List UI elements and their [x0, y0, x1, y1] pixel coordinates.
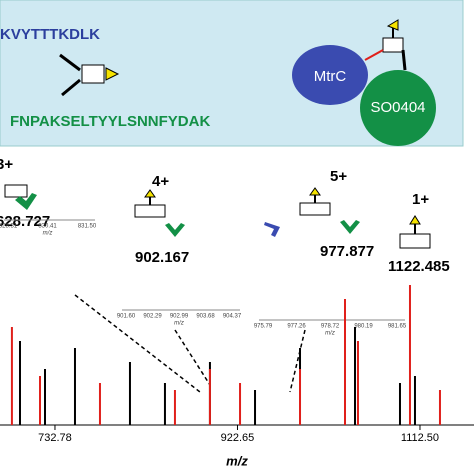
charge-label: 5+	[330, 168, 347, 185]
mz-label: 628.727	[0, 213, 50, 230]
protein	[360, 70, 436, 146]
peptide: FNPAKSELTYYLSNNFYDAK	[10, 113, 210, 130]
mz-label: 1122.485	[388, 258, 450, 275]
protein-label: MtrC	[314, 68, 347, 85]
inset-tick-label: 901.60	[117, 314, 136, 320]
x-tick-label: 922.65	[221, 432, 255, 444]
protein-label: SO0404	[370, 99, 425, 116]
mz-label: 902.167	[135, 249, 189, 266]
charge-label: 1+	[412, 191, 429, 208]
arrows	[74, 294, 306, 393]
inset-tick-label: 902.99	[170, 314, 189, 320]
crosslinker-icon	[364, 19, 407, 71]
inset-axis-label: m/z	[174, 321, 184, 327]
inset-tick-label: 977.26	[287, 324, 306, 330]
mz-label: 977.877	[320, 243, 374, 260]
inset-tick-label: 830.41	[38, 224, 57, 230]
charge-label: 3+	[0, 156, 13, 173]
ion-icons	[4, 184, 431, 249]
x-tick-label: 732.78	[38, 432, 72, 444]
charge-label: 4+	[152, 173, 169, 190]
insets: 828.31 830.41 831.50 m/z 901.60 902.29 902.99 9…	[0, 219, 407, 337]
x-tick-label: 1112.50	[401, 432, 439, 444]
peptide: KVYTTTKDLK	[0, 26, 100, 43]
inset-axis-label: m/z	[325, 331, 335, 337]
inset-tick-label: 904.37	[223, 314, 242, 320]
inset-axis-label: m/z	[43, 231, 53, 237]
x-axis-title: m/z	[226, 453, 248, 468]
inset-tick-label: 975.79	[254, 324, 273, 330]
protein	[292, 45, 368, 105]
inset-tick-label: 980.19	[354, 324, 373, 330]
inset-tick-label: 828.31	[0, 224, 18, 230]
inset-tick-label: 903.68	[196, 314, 215, 320]
inset-tick-label: 978.72	[321, 324, 340, 330]
crosslinker-icon	[59, 53, 120, 97]
inset-tick-label: 981.65	[388, 324, 407, 330]
inset-tick-label: 902.29	[143, 314, 162, 320]
inset-tick-label: 831.50	[78, 224, 97, 230]
